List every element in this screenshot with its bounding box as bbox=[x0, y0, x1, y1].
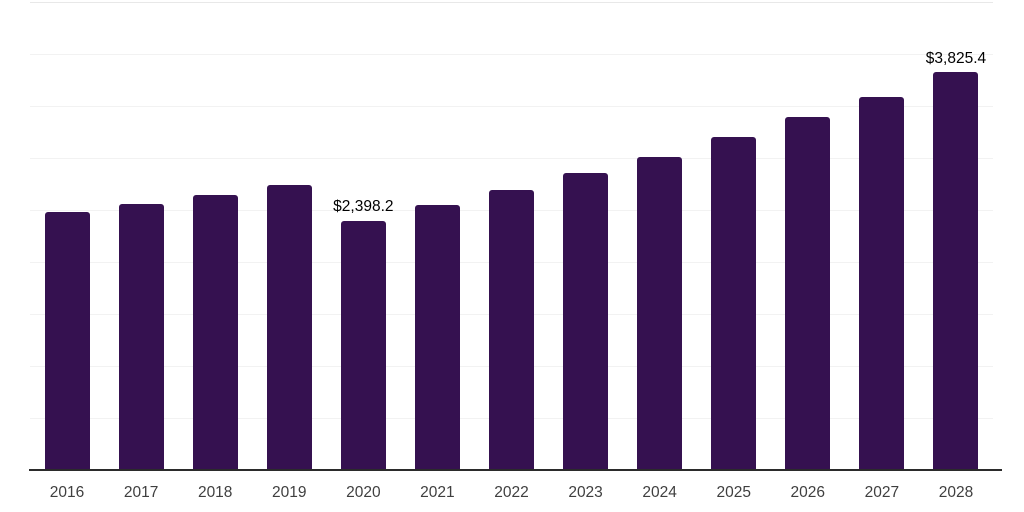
bar-2017 bbox=[118, 203, 164, 470]
x-tick-2017: 2017 bbox=[123, 484, 159, 501]
x-tick-2024: 2024 bbox=[642, 484, 677, 501]
x-tick-2026: 2026 bbox=[790, 484, 826, 501]
gridline bbox=[30, 54, 993, 55]
bar-2020 bbox=[340, 220, 386, 470]
data-label-2020: $2,398.2 bbox=[333, 198, 394, 216]
bar-2021 bbox=[414, 205, 460, 470]
x-tick-2018: 2018 bbox=[197, 484, 233, 501]
x-tick-2027: 2027 bbox=[864, 484, 900, 501]
bar-2018 bbox=[192, 194, 238, 470]
bar-2024 bbox=[637, 156, 683, 470]
plot-area: $2,398.2 $3,825.4 bbox=[29, 2, 1002, 471]
data-label-2028: $3,825.4 bbox=[925, 49, 987, 67]
bar-2025 bbox=[711, 137, 757, 470]
x-tick-2028: 2028 bbox=[938, 484, 974, 501]
x-tick-2022: 2022 bbox=[494, 484, 529, 501]
bar-2028 bbox=[933, 72, 979, 470]
x-axis-line bbox=[29, 469, 1002, 471]
bar-2027 bbox=[859, 96, 905, 470]
x-tick-2023: 2023 bbox=[568, 484, 603, 501]
bar-2026 bbox=[785, 116, 831, 470]
bar-2023 bbox=[563, 172, 609, 470]
bar-2019 bbox=[266, 185, 312, 470]
bar-2022 bbox=[489, 190, 534, 470]
gridline bbox=[30, 158, 993, 159]
x-tick-2020: 2020 bbox=[346, 484, 381, 501]
x-tick-2016: 2016 bbox=[49, 484, 85, 501]
x-axis-labels: 2016 2017 2018 2019 2020 2021 2022 2023 2024 2025… bbox=[30, 484, 993, 504]
x-tick-2019: 2019 bbox=[272, 484, 307, 501]
x-tick-2025: 2025 bbox=[716, 484, 751, 501]
bar-2016 bbox=[44, 212, 90, 470]
gridline bbox=[30, 106, 993, 107]
x-tick-2021: 2021 bbox=[420, 484, 455, 501]
gridline bbox=[30, 2, 993, 3]
